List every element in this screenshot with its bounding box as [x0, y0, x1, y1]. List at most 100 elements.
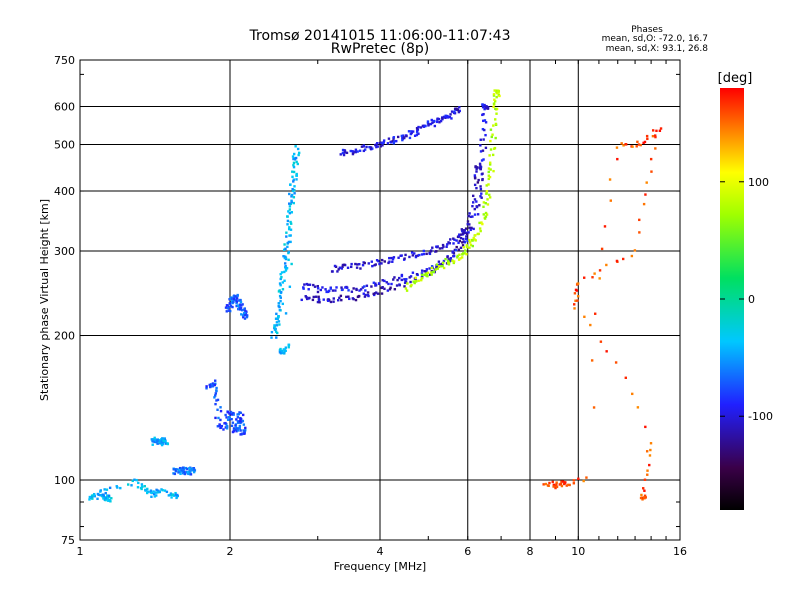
data-point — [373, 282, 375, 284]
data-point — [288, 202, 290, 204]
data-point — [285, 350, 287, 352]
data-point — [289, 286, 291, 288]
data-point — [376, 142, 378, 144]
data-point — [497, 91, 499, 93]
data-point — [482, 206, 484, 208]
data-point — [335, 286, 337, 288]
data-point — [175, 497, 177, 499]
data-point — [458, 106, 460, 108]
data-point — [291, 188, 293, 190]
x-tick-label: 6 — [464, 545, 471, 558]
data-point — [470, 227, 472, 229]
data-point — [552, 481, 554, 483]
colorbar-tick-label: -100 — [748, 410, 773, 423]
data-point — [482, 120, 484, 122]
data-point — [451, 251, 453, 253]
data-point — [449, 113, 451, 115]
data-point — [276, 321, 278, 323]
data-point — [638, 219, 640, 221]
data-point — [240, 301, 242, 303]
x-axis-label: Frequency [MHz] — [334, 560, 426, 573]
data-point — [397, 257, 399, 259]
data-point — [327, 300, 329, 302]
data-point — [436, 121, 438, 123]
data-point — [423, 253, 425, 255]
data-point — [646, 181, 648, 183]
data-point — [408, 130, 410, 132]
data-point — [640, 497, 642, 499]
data-point — [279, 295, 281, 297]
data-point — [152, 444, 154, 446]
data-point — [172, 493, 174, 495]
data-point — [330, 301, 332, 303]
data-point — [333, 297, 335, 299]
data-point — [381, 279, 383, 281]
data-point — [643, 490, 645, 492]
data-point — [574, 292, 576, 294]
data-point — [463, 232, 465, 234]
data-point — [236, 297, 238, 299]
data-point — [243, 433, 245, 435]
data-point — [442, 245, 444, 247]
data-point — [271, 331, 273, 333]
data-point — [494, 137, 496, 139]
data-point — [358, 295, 360, 297]
data-point — [104, 497, 106, 499]
data-point — [573, 479, 575, 481]
data-point — [233, 430, 235, 432]
data-point — [364, 289, 366, 291]
data-point — [625, 377, 627, 379]
data-point — [654, 147, 656, 149]
data-point — [317, 296, 319, 298]
data-point — [280, 276, 282, 278]
data-point — [431, 267, 433, 269]
data-point — [314, 286, 316, 288]
data-point — [410, 275, 412, 277]
data-point — [278, 323, 280, 325]
data-point — [438, 260, 440, 262]
data-point — [406, 282, 408, 284]
data-point — [488, 154, 490, 156]
data-point — [368, 262, 370, 264]
data-point — [650, 158, 652, 160]
data-point — [293, 202, 295, 204]
data-point — [236, 427, 238, 429]
data-point — [88, 498, 90, 500]
data-point — [489, 168, 491, 170]
data-point — [452, 242, 454, 244]
data-point — [600, 340, 602, 342]
data-point — [154, 491, 156, 493]
data-point — [355, 299, 357, 301]
data-point — [640, 144, 642, 146]
data-point — [573, 303, 575, 305]
data-point — [291, 176, 293, 178]
data-point — [468, 239, 470, 241]
data-point — [481, 114, 483, 116]
data-point — [414, 282, 416, 284]
data-point — [492, 106, 494, 108]
data-point — [141, 486, 143, 488]
data-point — [238, 413, 240, 415]
data-point — [108, 495, 110, 497]
data-point — [161, 437, 163, 439]
data-point — [328, 290, 330, 292]
data-point — [320, 289, 322, 291]
data-point — [646, 474, 648, 476]
data-point — [246, 314, 248, 316]
data-point — [388, 257, 390, 259]
y-tick-label: 400 — [54, 185, 75, 198]
data-point — [431, 247, 433, 249]
data-point — [283, 243, 285, 245]
data-point — [480, 192, 482, 194]
data-point — [285, 312, 287, 314]
data-point — [436, 263, 438, 265]
data-point — [164, 440, 166, 442]
data-point — [479, 185, 481, 187]
y-tick-label: 200 — [54, 330, 75, 343]
data-point — [278, 306, 280, 308]
data-point — [495, 96, 497, 98]
data-point — [413, 252, 415, 254]
data-point — [243, 423, 245, 425]
data-point — [162, 439, 164, 441]
data-point — [475, 239, 477, 241]
